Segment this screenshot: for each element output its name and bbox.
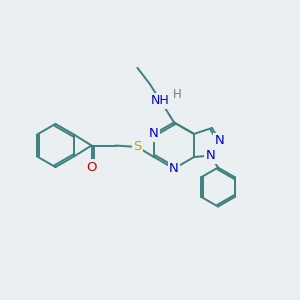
Text: H: H: [172, 88, 182, 101]
Text: N: N: [169, 162, 179, 175]
Text: S: S: [133, 140, 142, 154]
Text: N: N: [206, 149, 215, 162]
Text: NH: NH: [151, 94, 170, 107]
Text: O: O: [86, 161, 97, 174]
Text: N: N: [214, 134, 224, 148]
Text: N: N: [149, 128, 159, 140]
